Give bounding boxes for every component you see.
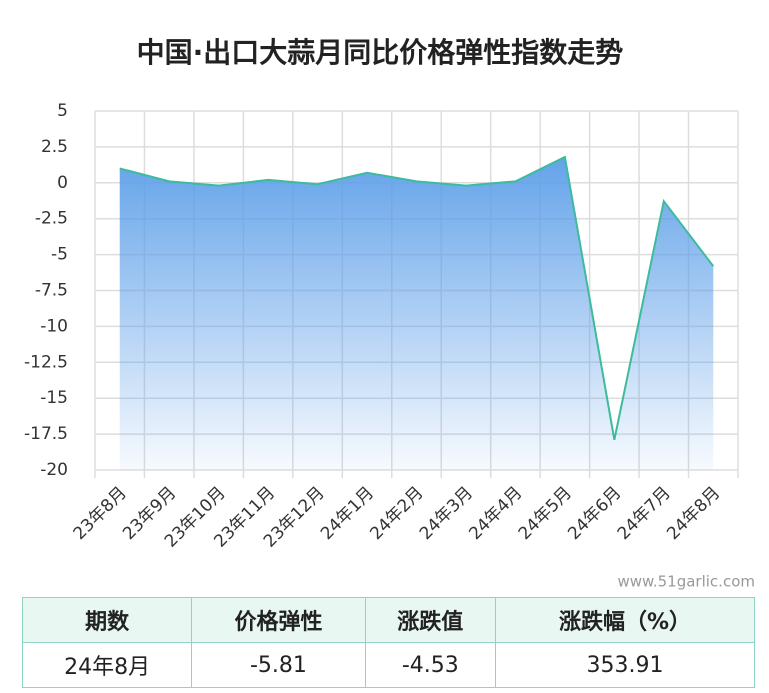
y-tick-label: -7.5	[35, 281, 68, 301]
chart-title: 中国·出口大蒜月同比价格弹性指数走势	[137, 36, 624, 69]
table-header: 期数 价格弹性 涨跌值 涨跌幅（%）	[21, 597, 755, 643]
x-tick-label: 24年3月	[416, 483, 477, 544]
column-header: 价格弹性	[191, 597, 366, 643]
data-table: 期数 价格弹性 涨跌值 涨跌幅（%） 24年8月 -5.81 -4.53 353.91	[21, 597, 755, 688]
table-cell: -4.53	[364, 642, 497, 688]
y-tick-label: -20	[40, 460, 68, 480]
y-tick-label: -5	[51, 245, 68, 265]
x-tick-label: 24年2月	[366, 483, 427, 544]
x-tick-label: 24年8月	[663, 483, 724, 544]
table-cell: 353.91	[495, 642, 755, 688]
y-tick-label: 5	[57, 101, 68, 121]
y-tick-label: 2.5	[41, 137, 68, 157]
column-header: 期数	[21, 597, 193, 643]
table-cell: -5.81	[191, 642, 366, 688]
table-cell: 24年8月	[21, 642, 193, 688]
y-tick-label: -15	[40, 388, 68, 408]
y-tick-label: -17.5	[24, 424, 68, 444]
x-tick-label: 24年1月	[317, 483, 378, 544]
column-header: 涨跌值	[364, 597, 497, 643]
watermark: www.51garlic.com	[617, 573, 755, 591]
x-tick-label: 24年7月	[614, 483, 675, 544]
area	[119, 156, 714, 470]
y-tick-label: 0	[57, 173, 68, 193]
chart: 中国·出口大蒜月同比价格弹性指数走势 www.51garlic.com 5 2.5…	[24, 36, 755, 591]
x-tick-label: 24年6月	[564, 483, 625, 544]
x-tick-label: 24年5月	[515, 483, 576, 544]
line	[119, 155, 715, 441]
column-header: 涨跌幅（%）	[495, 597, 755, 643]
table-row: 24年8月 -5.81 -4.53 353.91	[21, 642, 755, 688]
x-tick-label: 24年4月	[465, 483, 526, 544]
x-tick-label: 23年8月	[70, 483, 131, 544]
y-tick-label: -12.5	[24, 352, 68, 372]
y-tick-label: -2.5	[35, 209, 68, 229]
y-tick-label: -10	[40, 316, 68, 336]
